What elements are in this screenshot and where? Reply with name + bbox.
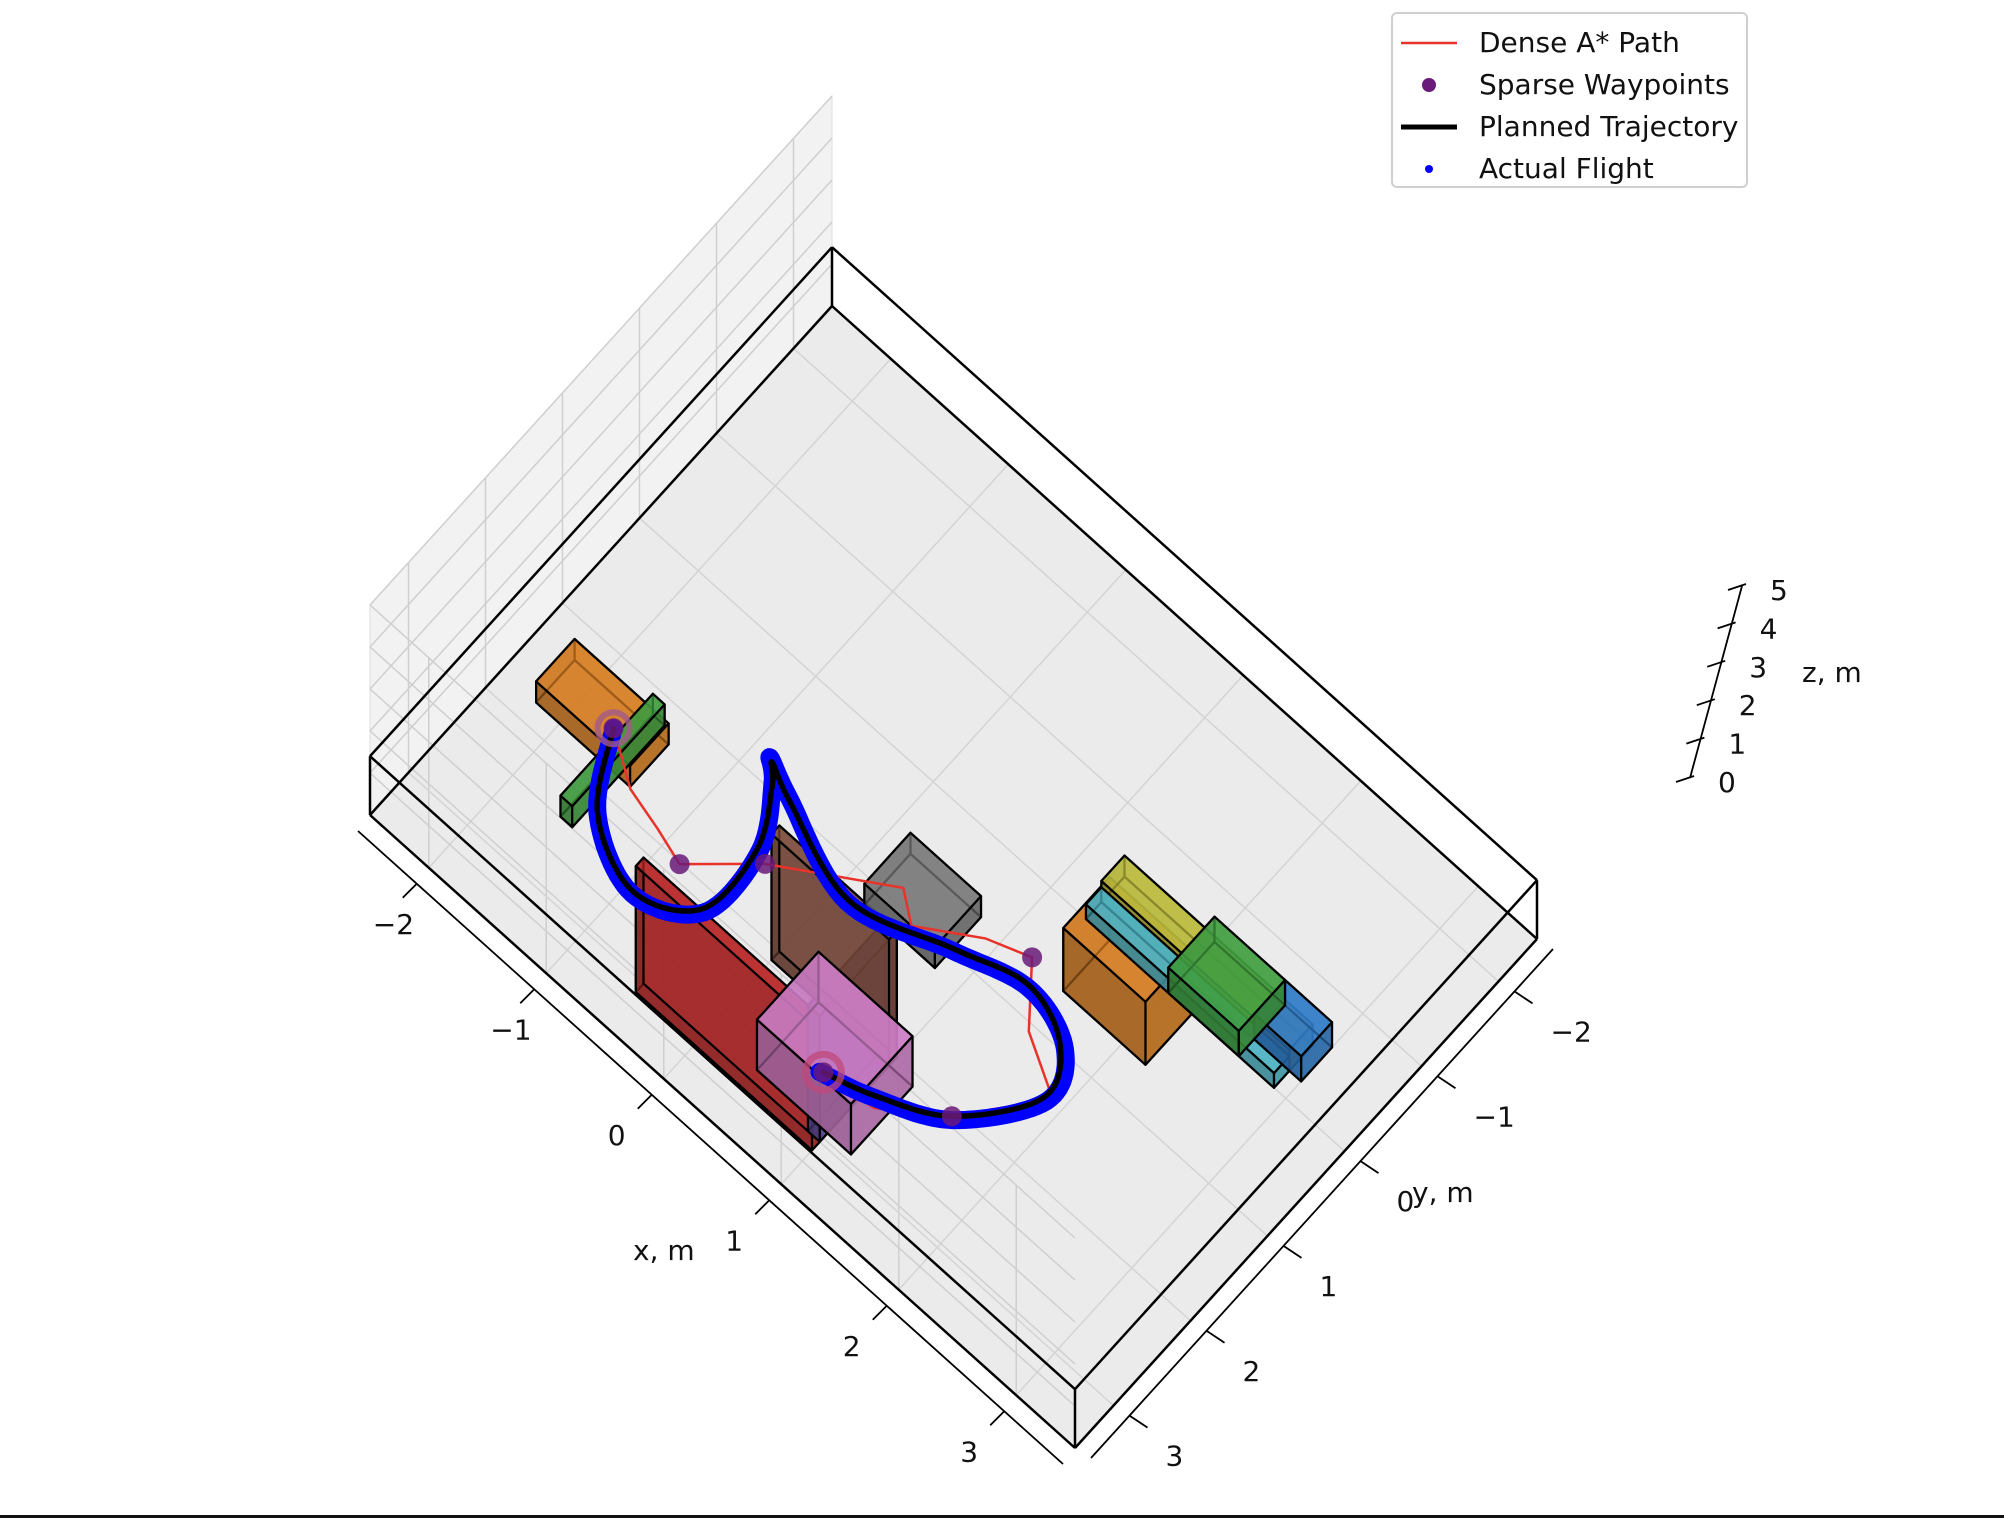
sparse-waypoint [755, 853, 776, 874]
sparse-waypoint [669, 854, 690, 875]
legend-item: Sparse Waypoints [1393, 64, 1746, 106]
legend-swatch-thick-line [1401, 124, 1457, 130]
goal-marker [801, 1050, 845, 1094]
legend-item: Planned Trajectory [1393, 106, 1746, 148]
gridline [369, 263, 833, 774]
z-tick [1696, 698, 1716, 707]
legend-label: Sparse Waypoints [1479, 68, 1730, 101]
z-tick [1675, 775, 1695, 783]
gridline [715, 432, 1423, 1067]
y-tick [1437, 1075, 1456, 1089]
gridline [1015, 885, 1479, 1396]
environment-bounds [368, 246, 1539, 1449]
gridline [369, 772, 1076, 1407]
z-tick-label: 0 [1718, 766, 1736, 799]
y-tick-label: 3 [1166, 1440, 1184, 1473]
gridline [428, 358, 892, 869]
legend-item: Dense A* Path [1393, 22, 1746, 64]
y-tick [1283, 1245, 1302, 1259]
obstacle-face [755, 950, 914, 1106]
x-tick [519, 988, 535, 1004]
legend-label: Dense A* Path [1479, 26, 1680, 59]
y-tick [1514, 990, 1533, 1005]
legend-swatch-line [1401, 41, 1457, 45]
sparse-waypoint [1022, 947, 1043, 968]
z-tick [1717, 621, 1736, 630]
x-tick-label: −2 [373, 908, 414, 941]
sparse-waypoint [941, 1106, 962, 1127]
x-tick [989, 1410, 1005, 1426]
gridline [792, 347, 1500, 982]
bounds-edge [1074, 938, 1538, 1449]
legend: Dense A* Path Sparse Waypoints Planned T… [1391, 12, 1748, 188]
x-tick-label: 3 [960, 1435, 978, 1468]
x-tick-label: 0 [608, 1119, 626, 1152]
y-tick [1206, 1330, 1225, 1344]
paths [588, 709, 1075, 1130]
y-tick-label: 0 [1397, 1185, 1415, 1218]
x-tick-label: 1 [725, 1224, 743, 1257]
x-tick [637, 1094, 653, 1110]
y-tick-label: −2 [1551, 1015, 1592, 1048]
x-tick [402, 883, 418, 899]
series-planned-trajectory [594, 725, 1064, 1120]
gridline [369, 221, 833, 732]
bounds-edge [369, 305, 833, 816]
z-tick-label: 1 [1728, 728, 1746, 761]
gridline [369, 179, 833, 690]
y-tick-label: 2 [1243, 1355, 1261, 1388]
bounds-edge [831, 305, 1538, 940]
z-tick [1706, 659, 1726, 668]
legend-item: Actual Flight [1393, 148, 1746, 190]
obstacles [534, 637, 1334, 1156]
bounds-edge [831, 246, 1538, 882]
x-axis-line [357, 830, 1064, 1465]
z-tick-label: 3 [1749, 651, 1767, 684]
gridline [369, 604, 1076, 1239]
y-axis-line [1090, 948, 1554, 1459]
z-tick-label: 4 [1760, 612, 1778, 645]
bottom-rule [0, 1515, 2004, 1518]
y-tick-label: −1 [1474, 1100, 1515, 1133]
z-tick [1727, 583, 1747, 591]
z-tick-label: 2 [1739, 689, 1757, 722]
bounds-edge [369, 755, 1076, 1391]
legend-swatch-dot [1422, 78, 1436, 92]
x-axis-label: x, m [633, 1234, 695, 1267]
sparse-waypoint [603, 718, 624, 739]
y-tick-label: 1 [1320, 1270, 1338, 1303]
x-tick-label: 2 [843, 1330, 861, 1363]
z-tick-label: 5 [1770, 574, 1788, 607]
axis-panes [369, 94, 1538, 1450]
legend-swatch-small-dot [1425, 165, 1433, 173]
y-axis-label: y, m [1412, 1176, 1474, 1209]
legend-label: Planned Trajectory [1479, 110, 1739, 143]
obstacle-green-box-right [1167, 915, 1287, 1058]
x-tick [872, 1305, 888, 1321]
y-tick [1360, 1160, 1379, 1174]
z-axis-label: z, m [1802, 656, 1862, 689]
sparse-waypoint [813, 1062, 834, 1083]
gridline [369, 95, 833, 606]
obstacle-face [1167, 915, 1287, 1033]
legend-label: Actual Flight [1479, 152, 1654, 185]
z-tick [1686, 736, 1705, 745]
x-tick [754, 1199, 770, 1215]
start-marker [594, 709, 633, 748]
bounds-edge [369, 814, 1076, 1449]
axes: −2 −1 0 1 2 3 −2 −1 0 1 2 3 0 1 2 3 4 5 [357, 574, 1788, 1473]
z-axis-line [1689, 585, 1743, 779]
bounds-edge [1074, 879, 1538, 1391]
y-tick [1129, 1414, 1148, 1429]
bounds-edge [369, 246, 833, 758]
x-tick-label: −1 [490, 1013, 531, 1046]
gridline [369, 137, 833, 648]
